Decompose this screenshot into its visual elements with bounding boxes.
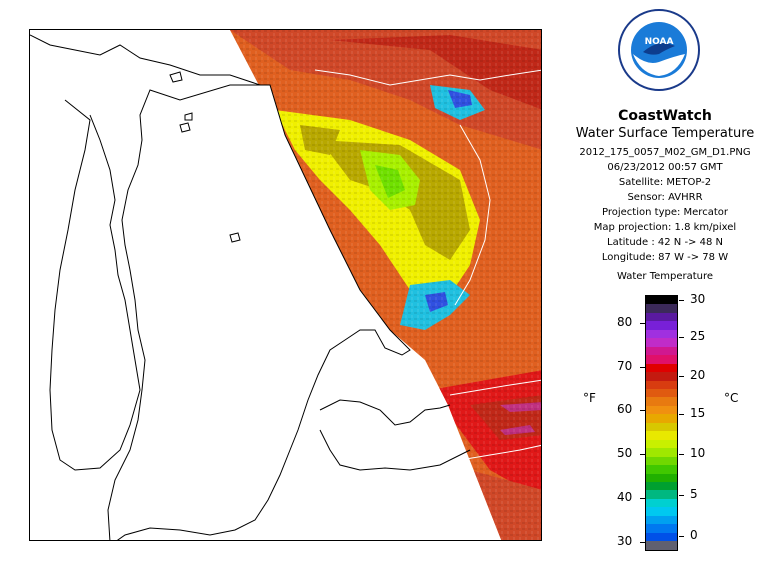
color-scale-segment [646, 448, 677, 457]
unit-celsius: °C [724, 391, 739, 405]
color-scale-segment [646, 465, 677, 474]
color-scale-segment [646, 355, 677, 364]
color-scale-segment [646, 490, 677, 499]
metadata-satellite: Satellite: METOP-2 [618, 177, 712, 188]
ohio-coast [319, 429, 471, 471]
metadata-longitude: Longitude: 87 W -> 78 W [601, 252, 729, 263]
temperature-map-svg [30, 30, 541, 540]
brand-title: CoastWatch [618, 108, 712, 124]
color-scale-segment [646, 296, 677, 305]
color-scale-segment [646, 363, 677, 373]
lake-erie-west-shore [319, 399, 451, 426]
color-scale-segment [646, 388, 677, 398]
celsius-tick-mark [679, 376, 684, 377]
fahrenheit-tick-label: 80 [617, 315, 633, 329]
island-4 [179, 122, 191, 133]
color-scale-segment [646, 405, 677, 415]
color-scale-segment [646, 431, 677, 440]
lake-erie-south-shore [459, 444, 541, 461]
metadata-sensor: Sensor: AVHRR [627, 192, 703, 203]
color-scale-segment [646, 346, 677, 356]
celsius-tick-mark [679, 300, 684, 301]
fahrenheit-tick-mark [640, 323, 645, 324]
color-scale-segment [646, 321, 677, 330]
island-1 [169, 71, 183, 83]
color-scale-segment [646, 524, 677, 533]
color-scale-segment [646, 338, 677, 347]
fahrenheit-tick-mark [640, 542, 645, 543]
celsius-tick-mark [679, 454, 684, 455]
celsius-tick-label: 15 [690, 406, 706, 420]
celsius-tick-mark [679, 337, 684, 338]
celsius-tick-label: 10 [690, 446, 706, 460]
color-scale-segment [646, 507, 677, 516]
color-scale-segment [646, 312, 677, 322]
fahrenheit-tick-mark [640, 498, 645, 499]
island-3 [229, 232, 241, 243]
celsius-tick-mark [679, 495, 684, 496]
scale-title: Water Temperature [616, 271, 714, 282]
color-scale-segment [646, 473, 677, 482]
color-scale-segment [646, 304, 677, 313]
color-scale-segment [646, 439, 677, 449]
color-scale-segment [646, 329, 677, 339]
color-scale-segment [646, 372, 677, 381]
color-scale-segment [646, 498, 677, 508]
island-2 [184, 112, 193, 121]
color-scale-segment [646, 380, 677, 389]
fahrenheit-tick-label: 30 [617, 534, 633, 548]
fahrenheit-tick-label: 60 [617, 402, 633, 416]
fahrenheit-tick-mark [640, 454, 645, 455]
celsius-tick-mark [679, 414, 684, 415]
metadata-datetime: 06/23/2012 00:57 GMT [607, 162, 723, 173]
color-scale-segment [646, 422, 677, 432]
metadata-map-projection: Map projection: 1.8 km/pixel [593, 222, 737, 233]
celsius-tick-label: 20 [690, 368, 706, 382]
lake-michigan-shore [49, 99, 141, 471]
color-scale-segment [646, 456, 677, 466]
color-scale-segment [646, 515, 677, 525]
michigan-lower-peninsula [107, 84, 411, 540]
fahrenheit-tick-label: 70 [617, 359, 633, 373]
color-scale-segment [646, 397, 677, 406]
noaa-logo-icon: NOAA [617, 8, 701, 92]
celsius-tick-label: 30 [690, 292, 706, 306]
upper-peninsula-coast [30, 34, 261, 86]
celsius-tick-label: 25 [690, 329, 706, 343]
color-scale-segment [646, 481, 677, 491]
color-scale-segment [646, 414, 677, 423]
huron-east-coast [454, 124, 491, 306]
ontario-coast [314, 69, 541, 86]
metadata-projection-type: Projection type: Mercator [602, 207, 728, 218]
fahrenheit-tick-mark [640, 367, 645, 368]
satellite-map[interactable] [29, 29, 542, 541]
unit-fahrenheit: °F [583, 391, 596, 405]
lake-erie-north-shore [449, 379, 541, 396]
metadata-latitude: Latitude : 42 N -> 48 N [607, 237, 723, 248]
celsius-tick-label: 5 [690, 487, 698, 501]
fahrenheit-tick-label: 50 [617, 446, 633, 460]
metadata-lines: 2012_175_0057_M02_GM_D1.PNG 06/23/2012 0… [548, 145, 782, 265]
metadata-filename: 2012_175_0057_M02_GM_D1.PNG [579, 147, 751, 158]
color-scale-segment [646, 532, 677, 542]
celsius-tick-label: 0 [690, 528, 698, 542]
color-scale-segment [646, 541, 677, 550]
celsius-tick-mark [679, 536, 684, 537]
fahrenheit-tick-label: 40 [617, 490, 633, 504]
color-scale-bar [645, 295, 678, 551]
svg-text:NOAA: NOAA [645, 37, 674, 47]
product-subtitle: Water Surface Temperature [575, 126, 755, 141]
fahrenheit-tick-mark [640, 410, 645, 411]
